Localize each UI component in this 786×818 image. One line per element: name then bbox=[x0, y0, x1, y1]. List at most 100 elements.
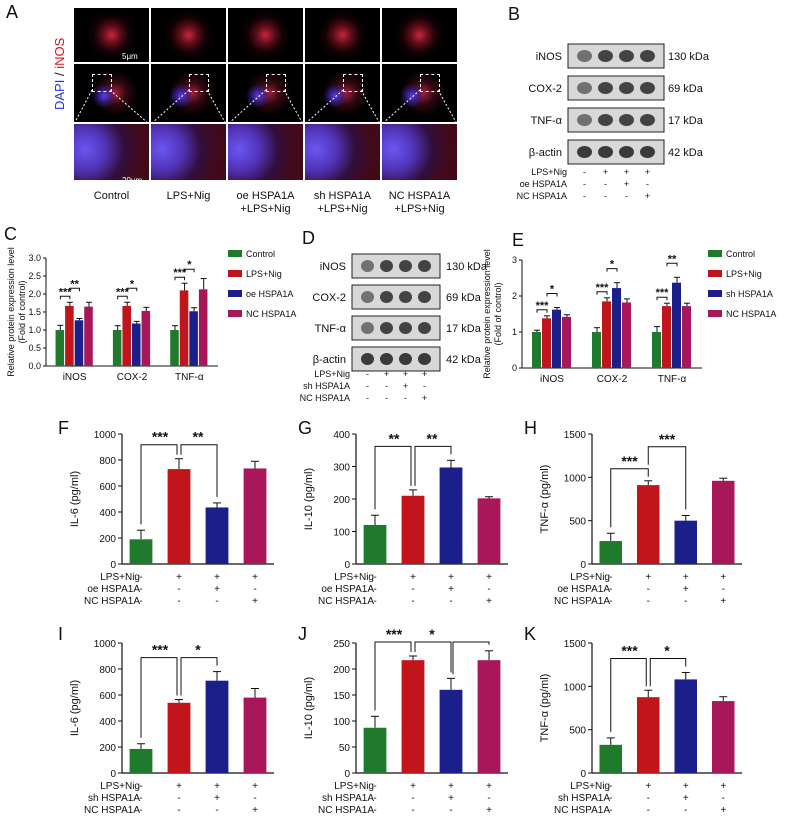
y-axis-label: TNF-α (pg/ml) bbox=[539, 674, 551, 743]
sig-bracket bbox=[649, 657, 687, 687]
legend-swatch bbox=[708, 250, 722, 257]
y-tick-label: 0 bbox=[580, 560, 586, 571]
bar bbox=[439, 467, 463, 564]
bar bbox=[477, 498, 501, 564]
condition-sign: + bbox=[720, 805, 726, 816]
blot-sign: + bbox=[384, 369, 389, 379]
condition-label: oe HSPA1A bbox=[321, 584, 374, 595]
blot-sign: - bbox=[366, 381, 369, 391]
sig-label: *** bbox=[621, 453, 638, 469]
blot-sign: - bbox=[604, 191, 607, 201]
condition-sign: - bbox=[177, 805, 180, 816]
micro-cell-r2-c3 bbox=[228, 64, 303, 122]
blot-sign: - bbox=[404, 393, 407, 403]
micro-cell-r2-c4 bbox=[305, 64, 380, 122]
y-tick-label: 0.5 bbox=[28, 343, 41, 353]
sig-label: * bbox=[429, 626, 435, 642]
micro-cell-r1-c1 bbox=[74, 8, 149, 62]
blot-condition-label: NC HSPA1A bbox=[300, 393, 350, 403]
micro-cell-r1-c4 bbox=[305, 8, 380, 62]
blot-sign: - bbox=[385, 381, 388, 391]
blot-band bbox=[361, 353, 374, 365]
y-tick-label: 2 bbox=[512, 291, 517, 301]
panel-label-i: I bbox=[58, 624, 64, 644]
micro-column-label: sh HSPA1A +LPS+Nig bbox=[313, 190, 372, 215]
x-tick-label: TNF-α bbox=[658, 374, 687, 385]
condition-sign: + bbox=[486, 572, 492, 583]
legend-label: sh HSPA1A bbox=[726, 289, 773, 299]
scale-bar-top: 5μm bbox=[122, 52, 138, 61]
condition-label: sh HSPA1A bbox=[322, 793, 374, 804]
sig-bracket bbox=[536, 309, 548, 313]
micro-column-label: LPS+Nig bbox=[166, 190, 211, 202]
sig-bracket bbox=[174, 276, 186, 281]
legend-label: NC HSPA1A bbox=[246, 309, 296, 319]
blot-sign: + bbox=[422, 369, 427, 379]
condition-sign: - bbox=[373, 805, 376, 816]
panel-label-e: E bbox=[512, 230, 525, 250]
condition-sign: + bbox=[410, 572, 416, 583]
y-tick-label: 500 bbox=[569, 517, 586, 528]
panel-label-b: B bbox=[508, 4, 521, 24]
blot-band bbox=[619, 50, 634, 62]
blot-protein-label: β-actin bbox=[313, 354, 346, 366]
blot-protein-label: COX-2 bbox=[312, 292, 346, 304]
condition-sign: + bbox=[486, 805, 492, 816]
blot-sign: - bbox=[604, 179, 607, 189]
panel-label-g: G bbox=[298, 418, 313, 438]
blot-condition-label: LPS+Nig bbox=[531, 167, 567, 177]
bar bbox=[205, 507, 229, 564]
blot-band bbox=[380, 291, 393, 303]
bar bbox=[141, 310, 151, 366]
y-tick-label: 2.5 bbox=[28, 271, 41, 281]
micro-cell-r1-c2 bbox=[151, 8, 226, 62]
sig-bracket bbox=[414, 641, 452, 673]
condition-sign: - bbox=[449, 805, 452, 816]
bar bbox=[243, 697, 267, 773]
blot-condition-label: LPS+Nig bbox=[314, 369, 350, 379]
blot-size-label: 130 kDa bbox=[668, 51, 710, 63]
blot-band bbox=[598, 50, 613, 62]
bar bbox=[170, 330, 179, 366]
blot-band bbox=[399, 260, 412, 272]
condition-label: NC HSPA1A bbox=[318, 596, 374, 607]
blot-strip bbox=[567, 107, 665, 133]
condition-sign: + bbox=[448, 572, 454, 583]
legend-label: Control bbox=[246, 249, 275, 259]
condition-label: NC HSPA1A bbox=[84, 805, 140, 816]
x-tick-label: COX-2 bbox=[117, 372, 148, 383]
micro-cell-r2-c2 bbox=[151, 64, 226, 122]
condition-sign: - bbox=[373, 572, 376, 583]
blot-band bbox=[399, 353, 412, 365]
legend-label: NC HSPA1A bbox=[726, 309, 776, 319]
y-tick-label: 800 bbox=[99, 456, 116, 467]
y-tick-label: 800 bbox=[99, 665, 116, 676]
sig-label: *** bbox=[659, 431, 676, 447]
x-tick-label: TNF-α bbox=[175, 372, 204, 383]
condition-sign: - bbox=[177, 596, 180, 607]
blot-condition-label: oe HSPA1A bbox=[520, 179, 567, 189]
condition-sign: - bbox=[684, 805, 687, 816]
sig-label: * bbox=[550, 284, 555, 296]
blot-sign: - bbox=[423, 381, 426, 391]
y-tick-label: 100 bbox=[333, 528, 350, 539]
sig-label: ** bbox=[427, 430, 438, 446]
condition-sign: + bbox=[645, 781, 651, 792]
blot-strip bbox=[351, 253, 441, 279]
blot-band bbox=[380, 353, 393, 365]
y-tick-label: 300 bbox=[333, 463, 350, 474]
blot-band bbox=[418, 260, 431, 272]
y-axis-label: Relative protein expression level bbox=[482, 249, 492, 379]
y-axis-label: (Fold of control) bbox=[493, 282, 503, 345]
sig-bracket bbox=[647, 446, 687, 510]
condition-sign: - bbox=[609, 781, 612, 792]
condition-sign: + bbox=[176, 572, 182, 583]
sig-bracket bbox=[184, 268, 195, 273]
condition-sign: - bbox=[647, 596, 650, 607]
legend-swatch bbox=[228, 270, 242, 277]
blot-band bbox=[598, 82, 613, 94]
sig-bracket bbox=[69, 287, 80, 292]
blot-protein-label: β-actin bbox=[529, 147, 562, 159]
bar bbox=[363, 727, 387, 773]
y-tick-label: 0 bbox=[344, 560, 350, 571]
